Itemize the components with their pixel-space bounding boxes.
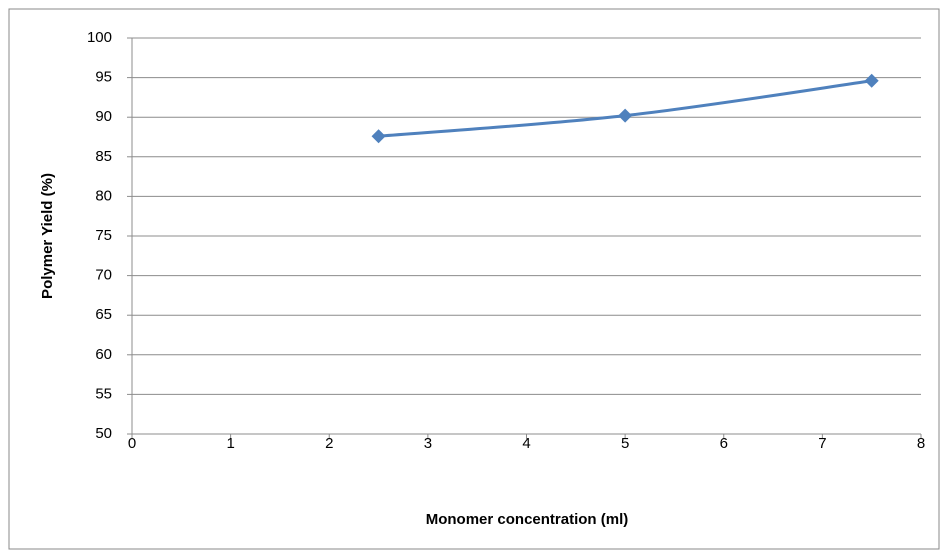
x-tick-label: 7: [818, 435, 826, 452]
x-tick-label: 2: [325, 435, 333, 452]
x-tick-label: 1: [226, 435, 234, 452]
y-tick-label: 55: [95, 385, 112, 402]
x-tick-label: 4: [522, 435, 530, 452]
data-point: [864, 73, 879, 88]
chart-border: [8, 8, 940, 550]
x-tick-label: 5: [621, 435, 629, 452]
y-tick-label: 100: [87, 29, 112, 46]
x-tick-label: 3: [424, 435, 432, 452]
y-tick-label: 50: [95, 425, 112, 442]
y-tick-label: 70: [95, 267, 112, 284]
y-tick-label: 60: [95, 346, 112, 363]
y-tick-label: 95: [95, 69, 112, 86]
y-axis-title: Polymer Yield (%): [39, 173, 56, 299]
x-tick-label: 6: [720, 435, 728, 452]
y-tick-label: 65: [95, 306, 112, 323]
y-tick-label: 75: [95, 227, 112, 244]
y-tick-label: 80: [95, 187, 112, 204]
data-point: [618, 108, 633, 123]
data-point: [371, 129, 386, 144]
x-axis-title: Monomer concentration (ml): [426, 511, 629, 528]
y-tick-label: 85: [95, 148, 112, 165]
y-tick-label: 90: [95, 108, 112, 125]
x-tick-label: 0: [128, 435, 136, 452]
x-tick-label: 8: [917, 435, 925, 452]
